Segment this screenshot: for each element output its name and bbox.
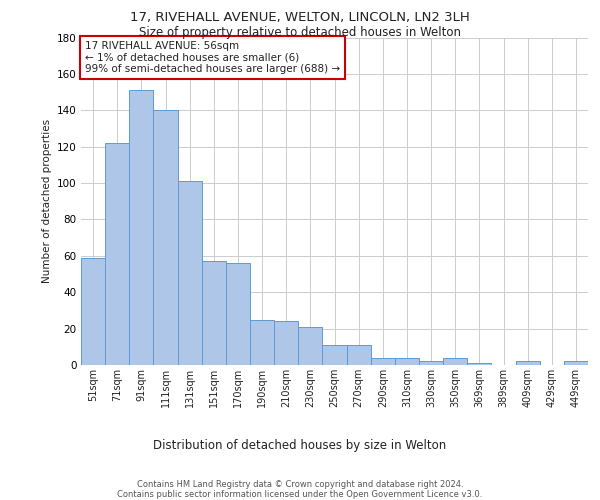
- Bar: [250, 320, 274, 365]
- Text: Contains HM Land Registry data © Crown copyright and database right 2024.
Contai: Contains HM Land Registry data © Crown c…: [118, 480, 482, 499]
- Bar: [105, 143, 129, 365]
- Bar: [202, 262, 226, 365]
- Bar: [298, 327, 322, 365]
- Text: Distribution of detached houses by size in Welton: Distribution of detached houses by size …: [154, 440, 446, 452]
- Bar: [81, 258, 105, 365]
- Bar: [226, 263, 250, 365]
- Bar: [129, 90, 154, 365]
- Bar: [467, 363, 491, 365]
- Bar: [515, 362, 540, 365]
- Bar: [443, 358, 467, 365]
- Bar: [154, 110, 178, 365]
- Bar: [322, 345, 347, 365]
- Y-axis label: Number of detached properties: Number of detached properties: [41, 119, 52, 284]
- Text: Size of property relative to detached houses in Welton: Size of property relative to detached ho…: [139, 26, 461, 39]
- Bar: [274, 322, 298, 365]
- Bar: [371, 358, 395, 365]
- Bar: [395, 358, 419, 365]
- Bar: [178, 181, 202, 365]
- Text: 17 RIVEHALL AVENUE: 56sqm
← 1% of detached houses are smaller (6)
99% of semi-de: 17 RIVEHALL AVENUE: 56sqm ← 1% of detach…: [85, 41, 340, 74]
- Bar: [564, 362, 588, 365]
- Text: 17, RIVEHALL AVENUE, WELTON, LINCOLN, LN2 3LH: 17, RIVEHALL AVENUE, WELTON, LINCOLN, LN…: [130, 11, 470, 24]
- Bar: [347, 345, 371, 365]
- Bar: [419, 362, 443, 365]
